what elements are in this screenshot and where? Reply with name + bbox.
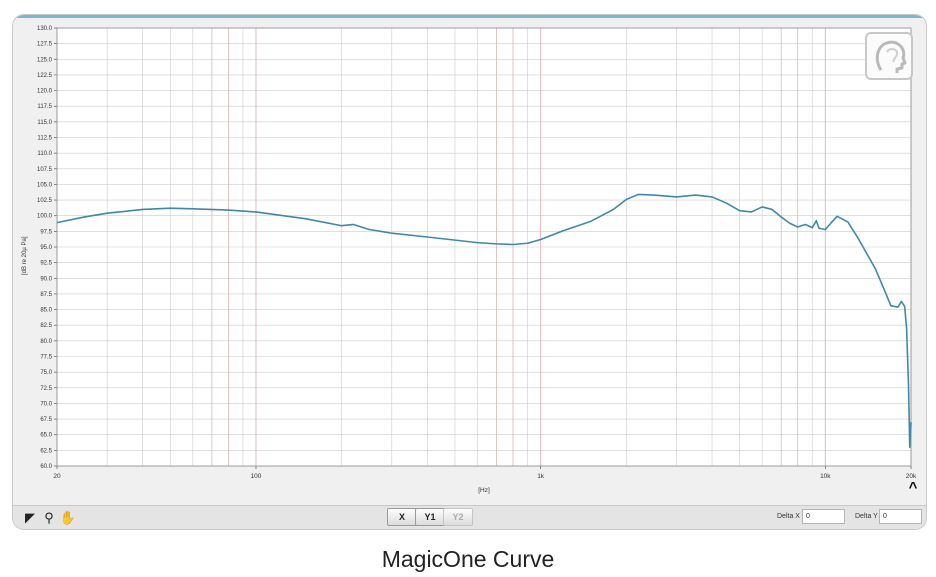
y-tick-label: 90.0 xyxy=(40,276,52,282)
x-tick-label: 1k xyxy=(537,473,545,480)
delta-y-field[interactable]: 0 xyxy=(879,509,922,524)
y-tick-label: 75.0 xyxy=(40,370,52,376)
y-tick-label: 100.0 xyxy=(37,214,53,220)
frequency-response-chart[interactable]: 60.0 62.5 65.0 67.5 70.0 72.5 75.0 77.5 80.0 82.5… xyxy=(13,15,926,505)
y-tick-label: 60.0 xyxy=(40,464,52,470)
y-tick-label: 77.5 xyxy=(40,355,52,361)
bottom-toolbar: ◤ ⚲ ✋ X Y1 Y2 Delta X 0 Delta Y 0 xyxy=(13,505,926,529)
y-tick-label: 107.5 xyxy=(37,167,53,173)
y-axis-label: [dB re 20µ Pa] xyxy=(22,236,28,275)
y-tick-label: 85.0 xyxy=(40,308,52,314)
y-tick-label: 122.5 xyxy=(37,73,53,79)
y-axis-ticks: 60.0 62.5 65.0 67.5 70.0 72.5 75.0 77.5 80.0 82.5… xyxy=(37,26,57,470)
y-tick-label: 67.5 xyxy=(40,417,52,423)
y-tick-label: 102.5 xyxy=(37,198,53,204)
y2-axis-button[interactable]: Y2 xyxy=(443,508,473,526)
hand-icon[interactable]: ✋ xyxy=(59,510,77,525)
series-line-frequency-response xyxy=(56,193,912,449)
window-top-border xyxy=(13,15,926,18)
y1-axis-button[interactable]: Y1 xyxy=(415,508,445,526)
head-logo-icon xyxy=(865,32,913,80)
y-tick-label: 70.0 xyxy=(40,401,52,407)
y-tick-label: 120.0 xyxy=(37,89,53,95)
y-tick-label: 130.0 xyxy=(37,26,53,32)
y-tick-label: 112.5 xyxy=(37,136,52,142)
x-axis-button[interactable]: X xyxy=(387,508,417,526)
y-tick-label: 72.5 xyxy=(40,386,52,392)
y-tick-label: 125.0 xyxy=(37,57,53,63)
y-tick-label: 62.5 xyxy=(40,448,52,454)
x-tick-label: 10k xyxy=(820,473,831,480)
y-tick-label: 127.5 xyxy=(37,42,53,48)
x-tick-label: 20k xyxy=(906,473,917,480)
y-tick-label: 92.5 xyxy=(40,261,52,267)
y-tick-label: 105.0 xyxy=(37,182,53,188)
y-tick-label: 82.5 xyxy=(40,323,52,329)
magnifier-icon[interactable]: ⚲ xyxy=(44,510,54,525)
measurement-window: 60.0 62.5 65.0 67.5 70.0 72.5 75.0 77.5 80.0 82.5… xyxy=(12,14,927,530)
y-tick-label: 80.0 xyxy=(40,339,52,345)
figure-caption: MagicOne Curve xyxy=(381,546,555,572)
delta-x-label: Delta X xyxy=(777,513,800,520)
y-tick-label: 110.0 xyxy=(37,151,52,157)
delta-x-field[interactable]: 0 xyxy=(802,509,845,524)
x-axis-label: [Hz] xyxy=(478,487,490,494)
collapse-panel-button[interactable]: ^ xyxy=(908,479,918,496)
y-tick-label: 65.0 xyxy=(40,433,52,439)
y-tick-label: 117.5 xyxy=(37,104,52,110)
y-tick-label: 97.5 xyxy=(40,229,52,235)
y-tick-label: 87.5 xyxy=(40,292,52,298)
y-tick-label: 95.0 xyxy=(40,245,52,251)
x-axis-ticks: 20 100 1k 10k 20k xyxy=(53,466,917,480)
y-tick-label: 115.0 xyxy=(37,120,52,126)
plot-border xyxy=(56,27,912,467)
x-tick-label: 20 xyxy=(53,473,61,480)
pointer-icon[interactable]: ◤ xyxy=(25,510,35,525)
delta-y-label: Delta Y xyxy=(855,513,878,520)
x-tick-label: 100 xyxy=(251,473,262,480)
